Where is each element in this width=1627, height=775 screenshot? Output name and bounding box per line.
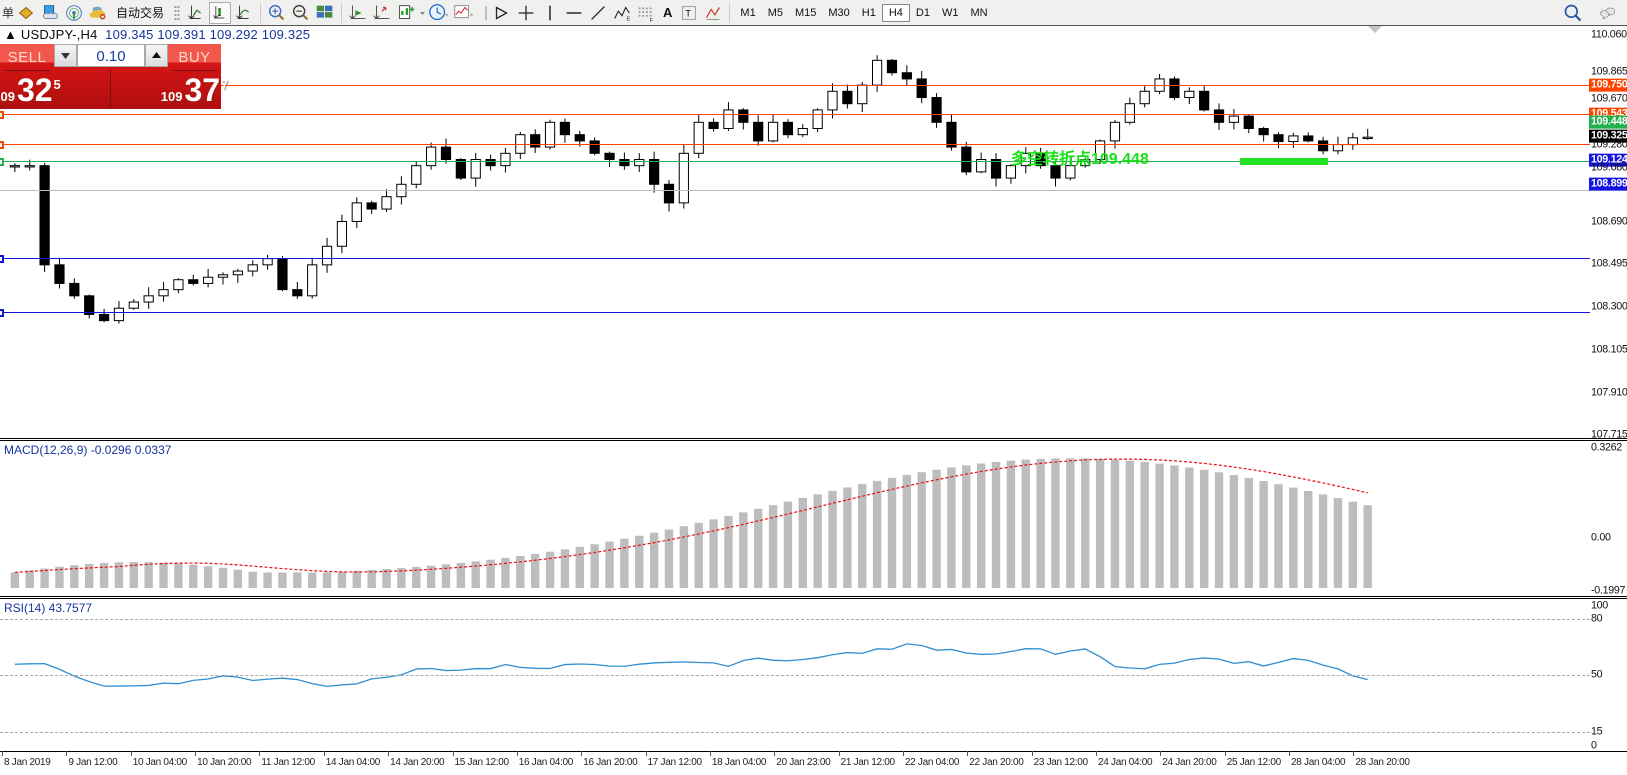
svg-text:T: T — [686, 8, 692, 18]
svg-text:E: E — [627, 16, 631, 22]
svg-text:F: F — [650, 18, 654, 24]
